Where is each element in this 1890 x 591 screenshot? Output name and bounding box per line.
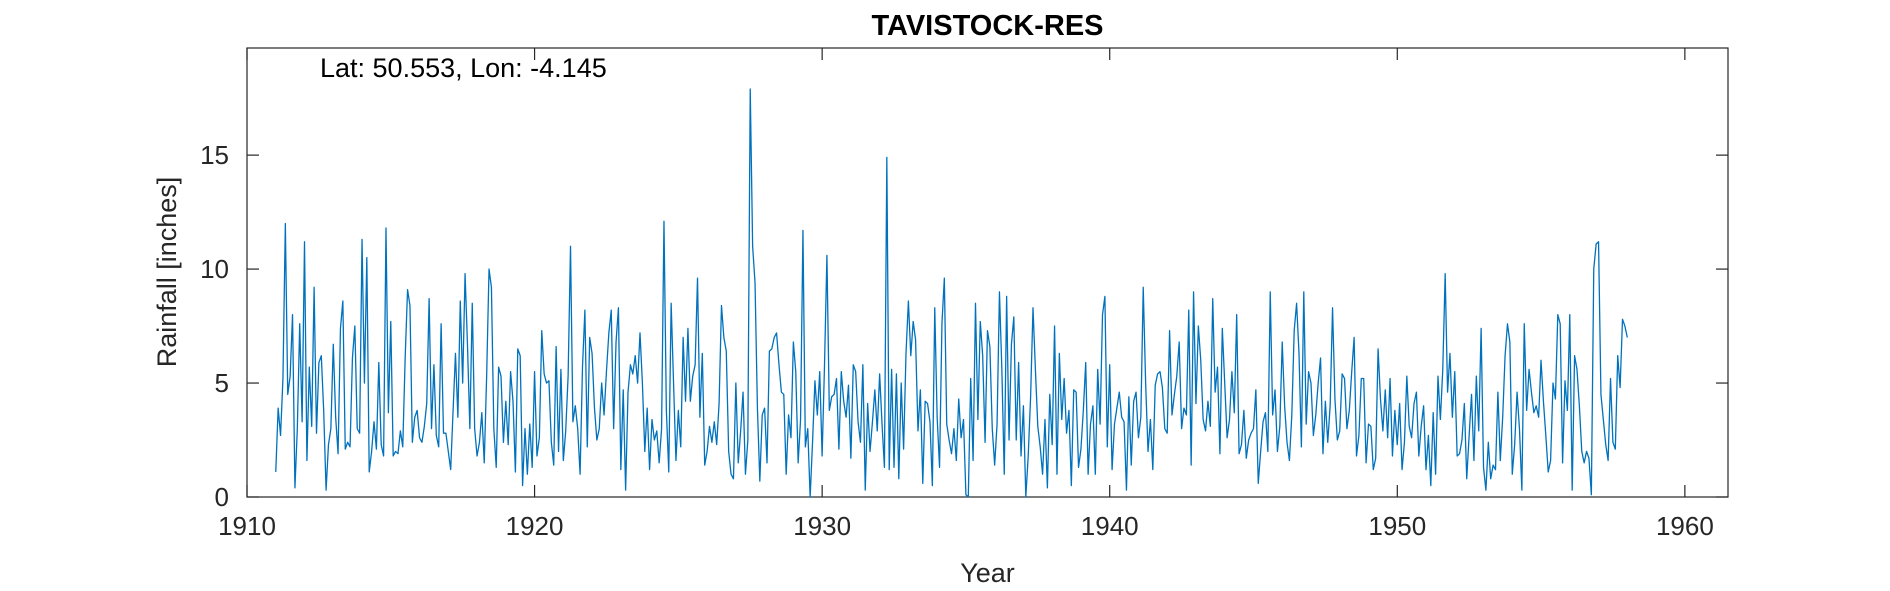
location-annotation: Lat: 50.553, Lon: -4.145 <box>320 53 607 83</box>
axis-ticks <box>246 48 1728 498</box>
plot-area <box>246 47 1729 498</box>
rainfall-series-line <box>275 88 1628 498</box>
chart-title: TAVISTOCK-RES <box>871 10 1103 42</box>
x-axis-label: Year <box>960 558 1015 588</box>
y-axis-label: Rainfall [inches] <box>152 177 182 368</box>
x-tick-label: 1950 <box>1368 511 1426 541</box>
y-tick-label: 10 <box>200 254 229 284</box>
y-tick-label: 0 <box>215 482 229 512</box>
x-tick-label: 1940 <box>1081 511 1139 541</box>
x-tick-label: 1920 <box>506 511 564 541</box>
y-tick-label: 5 <box>215 368 229 398</box>
x-tick-label: 1960 <box>1656 511 1714 541</box>
x-tick-label: 1930 <box>793 511 851 541</box>
tick-labels: 1910 1920 1930 1940 1950 1960 0 5 10 15 <box>200 140 1714 541</box>
y-tick-label: 15 <box>200 140 229 170</box>
x-tick-label: 1910 <box>218 511 276 541</box>
